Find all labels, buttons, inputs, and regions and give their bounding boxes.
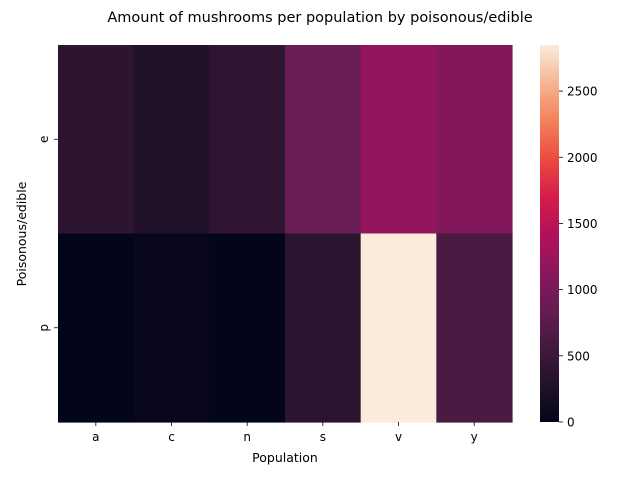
heatmap-cell-e-n	[209, 45, 286, 235]
chart-title: Amount of mushrooms per population by po…	[107, 10, 532, 26]
heatmap-cell-p-a	[58, 233, 135, 423]
colorbar	[540, 45, 559, 422]
y-axis-label: Poisonous/edible	[14, 181, 29, 286]
colorbar-tick-label: 2000	[567, 151, 598, 165]
heatmap-cell-e-s	[285, 45, 362, 235]
heatmap-cell-p-s	[285, 233, 362, 423]
y-tick-label: e	[37, 136, 51, 143]
heatmap-cell-p-v	[360, 233, 437, 423]
colorbar-tick-label: 2500	[567, 85, 598, 99]
heatmap-cell-e-a	[58, 45, 135, 235]
x-tick-label: c	[168, 430, 175, 444]
heatmap-cells	[58, 45, 513, 423]
y-axis-ticks: ep	[37, 136, 58, 332]
heatmap-cell-p-n	[209, 233, 286, 423]
heatmap-cell-p-y	[436, 233, 513, 423]
colorbar-tick-label: 1500	[567, 217, 598, 231]
x-tick-label: s	[320, 430, 326, 444]
colorbar-ticks: 0 500 1000 1500 2000 2500	[559, 85, 598, 430]
heatmap-cell-e-y	[436, 45, 513, 235]
y-tick-label: p	[37, 324, 51, 332]
x-tick-label: a	[92, 430, 99, 444]
x-tick-label: y	[471, 430, 478, 444]
colorbar-tick-label: 1000	[567, 283, 598, 297]
heatmap-cell-e-c	[133, 45, 210, 235]
heatmap-cell-e-v	[360, 45, 437, 235]
x-tick-label: n	[243, 430, 251, 444]
x-axis-label: Population	[252, 450, 318, 465]
x-tick-label: v	[395, 430, 402, 444]
colorbar-tick-label: 0	[567, 416, 575, 430]
heatmap-cell-p-c	[133, 233, 210, 423]
colorbar-tick-label: 500	[567, 349, 590, 363]
